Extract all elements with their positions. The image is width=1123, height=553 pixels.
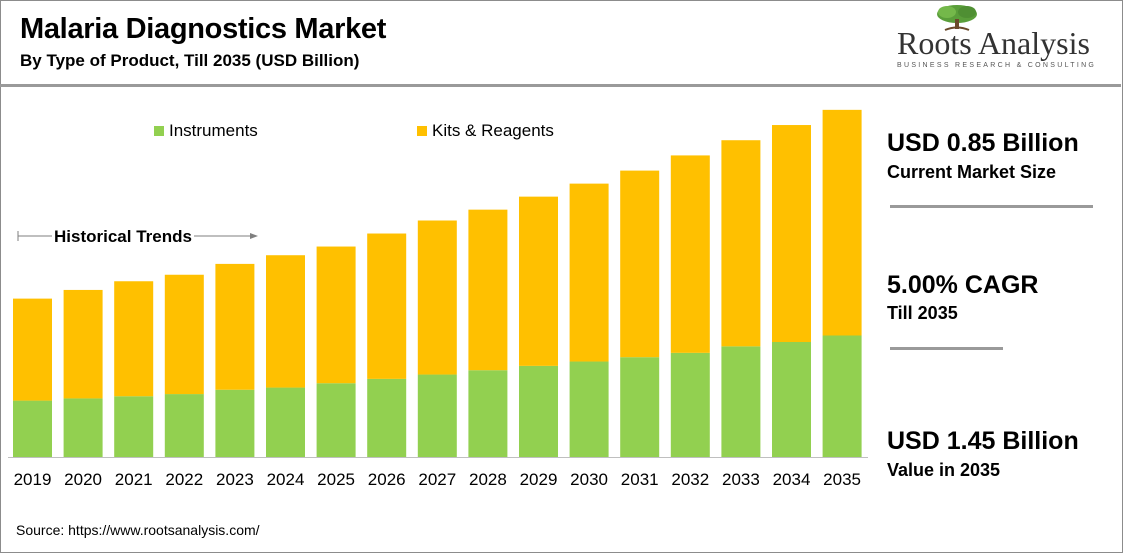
- bar-kits-reagents-2025: [316, 246, 356, 384]
- x-tick-label: 2034: [773, 470, 811, 489]
- legend-swatch-kits-reagents: [417, 126, 427, 136]
- x-tick-label: 2019: [14, 470, 52, 489]
- bar-kits-reagents-2023: [215, 263, 255, 390]
- source-note: Source: https://www.rootsanalysis.com/: [16, 522, 260, 538]
- bar-instruments-2020: [63, 398, 103, 457]
- x-tick-label: 2035: [823, 470, 861, 489]
- bar-instruments-2030: [569, 361, 609, 457]
- bar-kits-reagents-2035: [822, 109, 862, 336]
- x-tick-label: 2020: [64, 470, 102, 489]
- bar-kits-reagents-2033: [721, 140, 761, 347]
- kpi-2035-value: USD 1.45 Billion: [887, 427, 1079, 455]
- bar-instruments-2023: [215, 389, 255, 457]
- kpi-divider-2: [890, 347, 1003, 350]
- bar-kits-reagents-2031: [620, 170, 660, 358]
- kpi-cagr-value: 5.00% CAGR: [887, 271, 1039, 299]
- kpi-current-value: USD 0.85 Billion: [887, 129, 1079, 157]
- x-tick-label: 2021: [115, 470, 153, 489]
- bar-instruments-2035: [822, 335, 862, 457]
- bar-instruments-2024: [266, 387, 305, 457]
- x-tick-label: 2027: [418, 470, 456, 489]
- x-tick-label: 2028: [469, 470, 507, 489]
- kpi-2035-label: Value in 2035: [887, 460, 1001, 480]
- kpi-current-label: Current Market Size: [887, 162, 1057, 182]
- bar-kits-reagents-2029: [519, 196, 558, 366]
- bar-kits-reagents-2030: [569, 183, 609, 362]
- x-tick-label: 2026: [368, 470, 406, 489]
- x-tick-label: 2032: [671, 470, 709, 489]
- x-tick-label: 2030: [570, 470, 608, 489]
- bar-kits-reagents-2020: [63, 289, 103, 399]
- x-tick-label: 2022: [165, 470, 203, 489]
- stacked-bar-chart: 2019 2020 2021 2022 2023 2024 2025 2026 2027 2028…: [8, 109, 868, 489]
- bar-kits-reagents-2019: [13, 298, 52, 401]
- x-tick-label: 2031: [621, 470, 659, 489]
- logo-tagline: BUSINESS RESEARCH & CONSULTING: [897, 62, 1097, 69]
- bar-kits-reagents-2022: [164, 274, 204, 395]
- x-tick-label: 2025: [317, 470, 355, 489]
- legend-label-kits-reagents: Kits & Reagents: [432, 121, 554, 140]
- page-subtitle: By Type of Product, Till 2035 (USD Billi…: [20, 51, 360, 70]
- tree-icon: [937, 5, 977, 31]
- bar-kits-reagents-2026: [367, 233, 407, 379]
- legend-swatch-instruments: [154, 126, 164, 136]
- legend-label-instruments: Instruments: [169, 121, 258, 140]
- bar-kits-reagents-2032: [670, 155, 710, 353]
- x-tick-label: 2024: [267, 470, 305, 489]
- kpi-divider-1: [890, 205, 1093, 208]
- bar-instruments-2019: [13, 400, 52, 457]
- x-tick-label: 2029: [520, 470, 558, 489]
- kpi-cagr-label: Till 2035: [887, 303, 958, 323]
- x-tick-label: 2023: [216, 470, 254, 489]
- bar-kits-reagents-2028: [468, 209, 508, 371]
- historical-trends-label: Historical Trends: [52, 227, 194, 247]
- logo-name: Roots Analysis: [897, 25, 1090, 61]
- bar-instruments-2031: [620, 357, 660, 457]
- bar-kits-reagents-2021: [114, 281, 154, 397]
- bar-instruments-2032: [670, 352, 710, 457]
- bar-instruments-2027: [417, 374, 457, 457]
- bar-instruments-2021: [114, 396, 154, 457]
- bar-kits-reagents-2034: [772, 125, 811, 343]
- page-title: Malaria Diagnostics Market: [20, 13, 387, 45]
- brand-logo: Roots Analysis BUSINESS RESEARCH & CONSU…: [885, 3, 1110, 79]
- header-divider: [0, 84, 1121, 87]
- bar-instruments-2034: [772, 342, 811, 457]
- x-tick-label: 2033: [722, 470, 760, 489]
- bar-instruments-2028: [468, 370, 508, 457]
- bar-kits-reagents-2027: [417, 220, 457, 375]
- bar-instruments-2025: [316, 383, 356, 457]
- bar-kits-reagents-2024: [266, 255, 305, 388]
- bar-instruments-2022: [164, 394, 204, 457]
- bar-instruments-2033: [721, 346, 761, 457]
- bar-instruments-2026: [367, 378, 407, 457]
- bar-instruments-2029: [519, 365, 558, 457]
